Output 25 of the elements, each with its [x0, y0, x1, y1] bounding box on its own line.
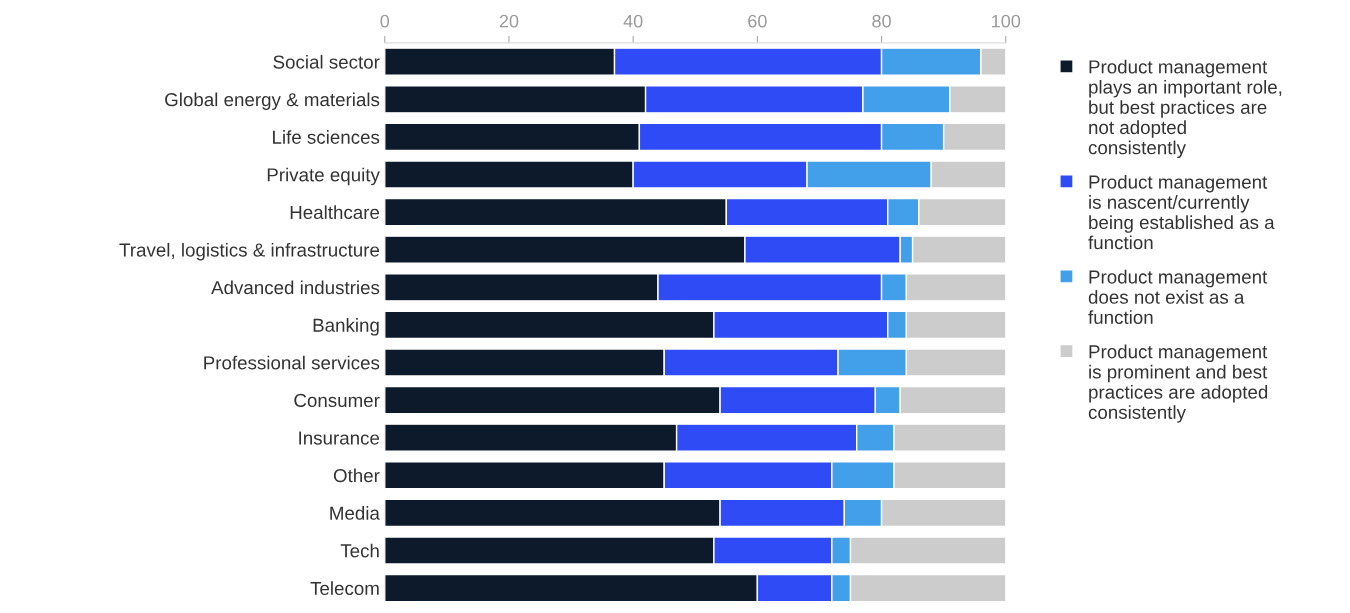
legend-label: Product management is nascent/currently being established as a function — [1088, 174, 1275, 250]
y-tick-label: Global energy & materials — [165, 92, 380, 110]
x-tick-label: 20 — [499, 14, 519, 28]
y-tick-label: Telecom — [310, 581, 379, 596]
x-tick-label: 80 — [872, 14, 891, 28]
y-tick-label: Social sector — [273, 54, 380, 69]
y-tick-label: Tech — [340, 543, 379, 558]
x-tick-label: 60 — [748, 14, 767, 28]
x-tick-label: 40 — [623, 14, 643, 28]
legend-label: Product management does not exist as a function — [1088, 269, 1268, 325]
y-tick-label: Insurance — [299, 431, 380, 445]
legend-label: Product management plays an important role, but best practices are not adopted consistently — [1088, 59, 1282, 159]
y-tick-label: Private equity — [267, 167, 380, 186]
y-tick-label: Consumer — [294, 393, 380, 408]
y-tick-label: Advanced industries — [211, 280, 380, 295]
y-tick-label: Other — [333, 468, 380, 483]
y-tick-label: Healthcare — [290, 205, 380, 220]
x-tick-label: 0 — [380, 14, 390, 28]
y-tick-label: Media — [330, 506, 380, 520]
legend-label: Product management is prominent and best practices are adopted consistently — [1088, 344, 1268, 423]
x-tick-label: 100 — [992, 14, 1021, 28]
y-tick-label: Banking — [313, 318, 379, 336]
y-tick-label: Travel, logistics & infrastructure — [119, 242, 380, 261]
y-tick-label: Life sciences — [273, 130, 380, 144]
y-tick-label: Professional services — [204, 355, 380, 370]
